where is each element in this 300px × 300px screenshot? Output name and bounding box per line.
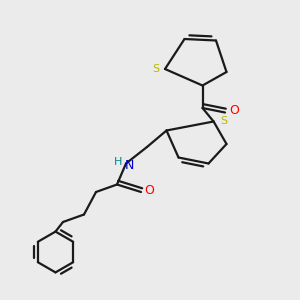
Text: O: O xyxy=(145,184,154,197)
Text: H: H xyxy=(114,157,123,167)
Text: S: S xyxy=(152,64,160,74)
Text: S: S xyxy=(220,116,227,127)
Text: N: N xyxy=(124,159,134,172)
Text: O: O xyxy=(229,104,239,118)
